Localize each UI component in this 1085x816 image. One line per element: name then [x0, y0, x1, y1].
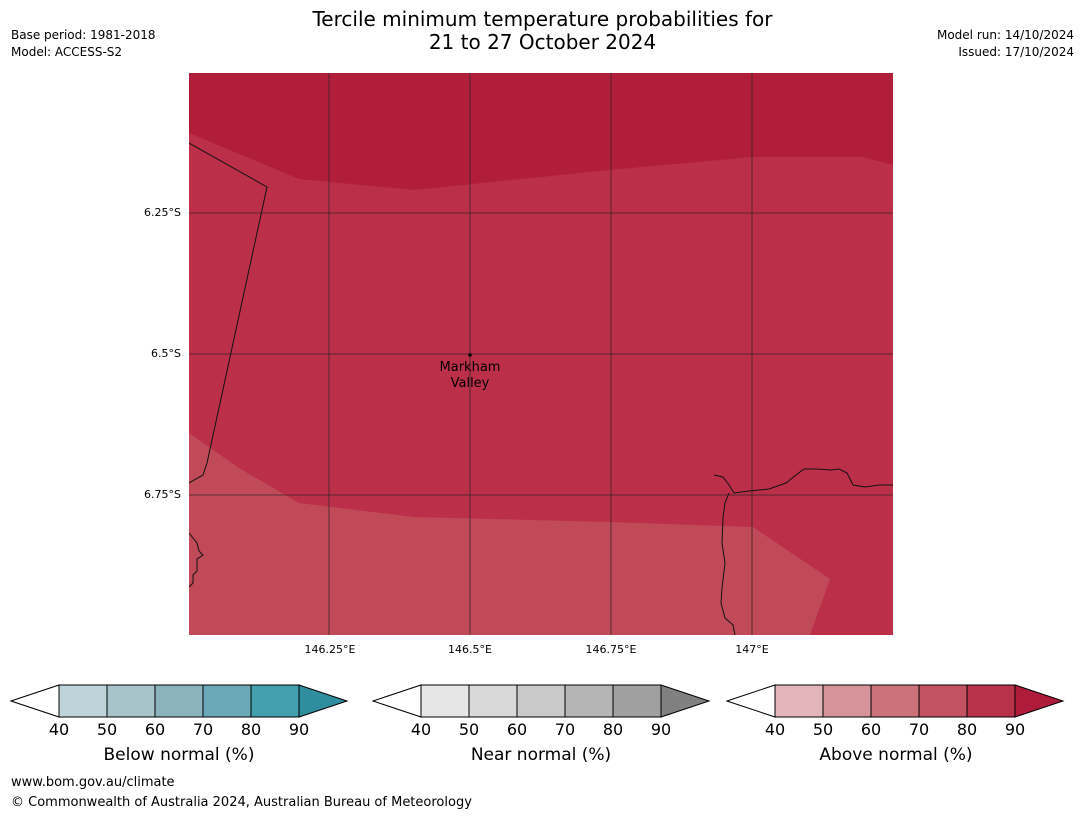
colorbar-near-normal — [372, 684, 711, 718]
issued-date: Issued: 17/10/2024 — [958, 45, 1074, 59]
place-marker — [468, 353, 472, 357]
place-name-line-1: Markham — [440, 360, 501, 375]
colorbar-segment — [564, 684, 614, 718]
page-title: Tercile minimum temperature probabilitie… — [0, 8, 1085, 54]
colorbar-segment — [202, 684, 252, 718]
colorbar-segment — [106, 684, 156, 718]
lon-label-14625: 146.25°E — [304, 643, 356, 656]
colorbar-tick-label: 60 — [860, 720, 882, 739]
colorbar-segment — [822, 684, 872, 718]
colorbar-segment — [870, 684, 920, 718]
band-60-70-west — [189, 433, 830, 635]
lon-label-14675: 146.75°E — [585, 643, 637, 656]
legend-title-below: Below normal (%) — [103, 745, 255, 765]
footer-copyright: © Commonwealth of Australia 2024, Austra… — [11, 795, 472, 810]
colorbar-tick-label: 40 — [764, 720, 786, 739]
colorbar-tick-label: 40 — [410, 720, 432, 739]
colorbar-segment — [468, 684, 518, 718]
header-left: Base period: 1981-2018 Model: ACCESS-S2 — [11, 27, 156, 61]
colorbar-segment — [612, 684, 662, 718]
colorbar-segment — [58, 684, 108, 718]
title-line-2: 21 to 27 October 2024 — [428, 30, 657, 54]
footer-url[interactable]: www.bom.gov.au/climate — [11, 775, 175, 790]
base-period: Base period: 1981-2018 — [11, 28, 156, 42]
colorbar-tick-label: 70 — [554, 720, 576, 739]
colorbar-extend-arrow — [298, 684, 349, 718]
lat-label-650: 6.5°S — [151, 347, 181, 360]
colorbar-extend-arrow — [660, 684, 711, 718]
header-right: Model run: 14/10/2024 Issued: 17/10/2024 — [937, 27, 1074, 61]
colorbar-tick-label: 50 — [812, 720, 834, 739]
lon-label-1465: 146.5°E — [448, 643, 492, 656]
band-70-80 — [189, 133, 893, 635]
colorbar-tick-label: 90 — [288, 720, 310, 739]
colorbar-tick-label: 60 — [506, 720, 528, 739]
legend-title-above: Above normal (%) — [819, 745, 973, 765]
place-name-line-2: Valley — [451, 376, 490, 391]
title-line-1: Tercile minimum temperature probabilitie… — [312, 7, 773, 31]
lat-label-625: 6.25°S — [144, 206, 181, 219]
colorbar-tick-label: 90 — [650, 720, 672, 739]
model-name: Model: ACCESS-S2 — [11, 45, 123, 59]
colorbar-tick-label: 80 — [602, 720, 624, 739]
colorbar-tick-label: 80 — [956, 720, 978, 739]
colorbar-tick-label: 70 — [192, 720, 214, 739]
colorbar-tick-label: 70 — [908, 720, 930, 739]
colorbar-segment — [918, 684, 968, 718]
graticule — [189, 73, 893, 635]
legend-title-near: Near normal (%) — [470, 745, 612, 765]
lon-label-147: 147°E — [735, 643, 769, 656]
colorbar-segment — [774, 684, 824, 718]
colorbar-below-normal — [10, 684, 349, 718]
colorbar-segment — [966, 684, 1016, 718]
colorbar-segment — [420, 684, 470, 718]
lat-label-675: 6.75°S — [144, 488, 181, 501]
colorbar-tick-label: 80 — [240, 720, 262, 739]
colorbar-extend-arrow — [1014, 684, 1065, 718]
colorbar-segment — [154, 684, 204, 718]
colorbar-segment — [250, 684, 300, 718]
model-run: Model run: 14/10/2024 — [936, 28, 1074, 42]
colorbar-tick-label: 40 — [48, 720, 70, 739]
colorbar-tick-label: 50 — [458, 720, 480, 739]
colorbar-tick-label: 90 — [1004, 720, 1026, 739]
colorbar-above-normal — [726, 684, 1065, 718]
colorbar-segment — [516, 684, 566, 718]
coastline — [189, 142, 893, 635]
probability-map[interactable]: Markham Valley — [189, 73, 893, 635]
colorbar-tick-label: 50 — [96, 720, 118, 739]
colorbar-tick-label: 60 — [144, 720, 166, 739]
